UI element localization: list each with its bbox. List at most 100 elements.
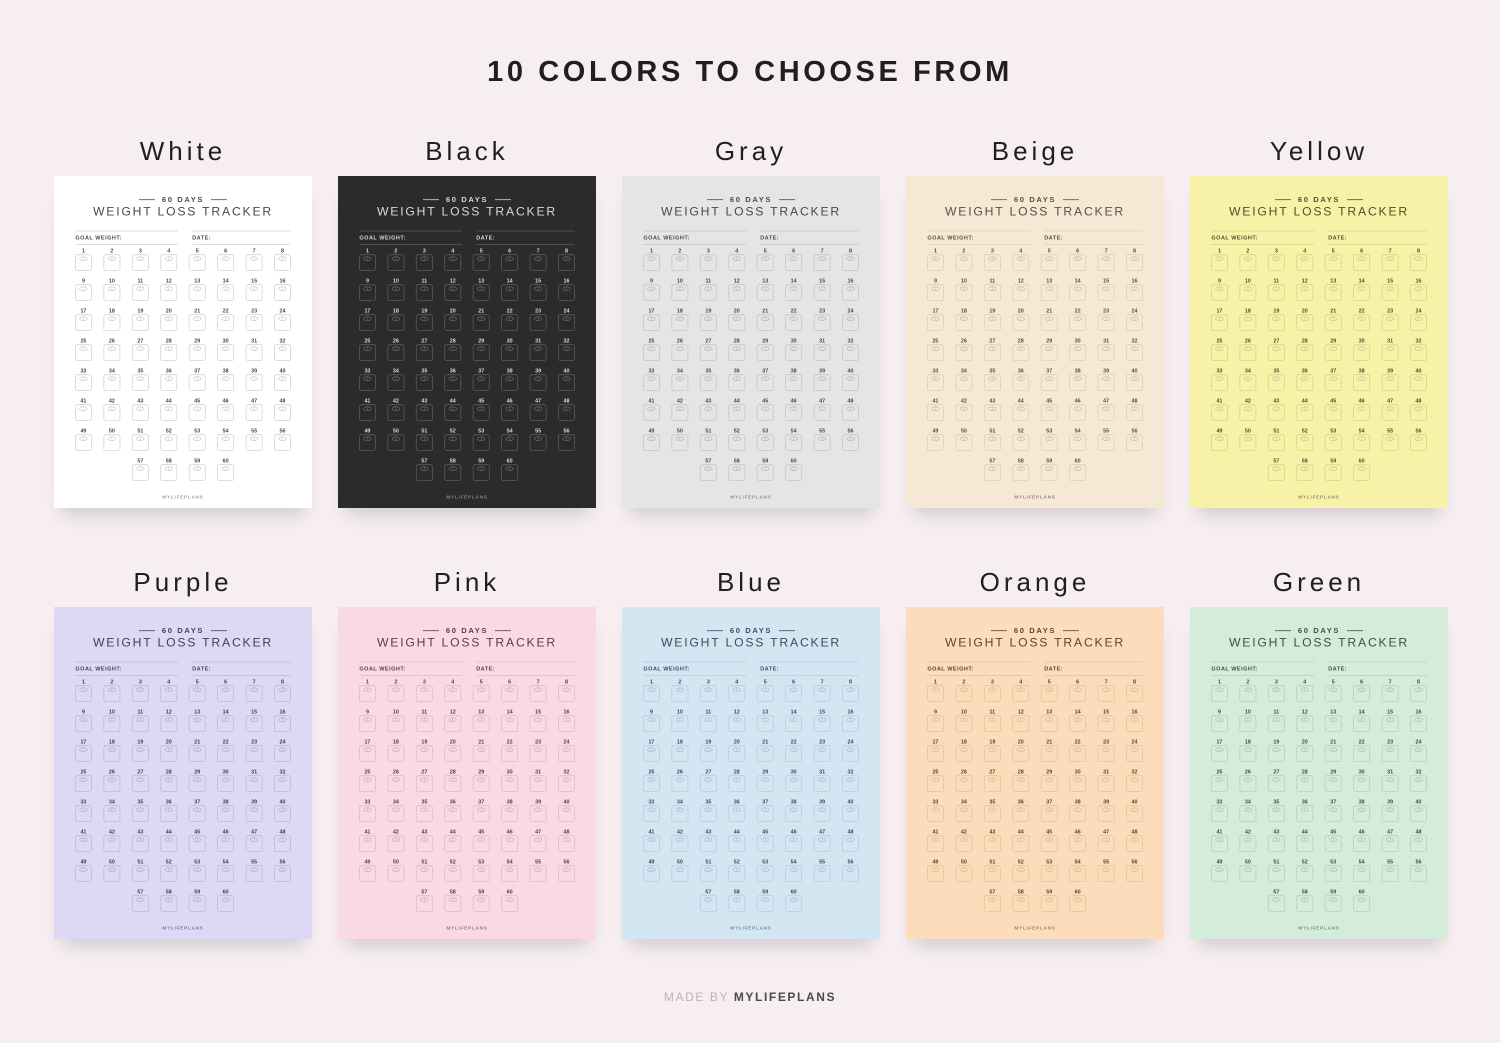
svg-text:50: 50 <box>677 860 683 866</box>
svg-text:39: 39 <box>1387 369 1393 375</box>
svg-text:8: 8 <box>565 680 568 686</box>
svg-text:11: 11 <box>1273 279 1279 285</box>
svg-text:15: 15 <box>1387 710 1393 716</box>
svg-text:21: 21 <box>1046 740 1052 746</box>
svg-text:29: 29 <box>194 339 200 345</box>
svg-text:6: 6 <box>792 249 795 255</box>
svg-text:2: 2 <box>678 249 681 255</box>
svg-text:57: 57 <box>705 890 711 896</box>
svg-text:58: 58 <box>1302 459 1308 465</box>
svg-text:12: 12 <box>1302 710 1308 716</box>
svg-text:36: 36 <box>1018 800 1024 806</box>
svg-text:60 DAYS: 60 DAYS <box>730 626 772 635</box>
svg-text:46: 46 <box>1075 399 1081 405</box>
svg-text:19: 19 <box>705 309 711 315</box>
svg-text:48: 48 <box>848 399 854 405</box>
svg-text:19: 19 <box>705 740 711 746</box>
svg-text:5: 5 <box>1048 249 1051 255</box>
svg-text:53: 53 <box>1330 860 1336 866</box>
svg-text:42: 42 <box>393 399 399 405</box>
svg-text:23: 23 <box>535 740 541 746</box>
svg-text:30: 30 <box>1359 770 1365 776</box>
svg-text:51: 51 <box>1273 429 1279 435</box>
svg-text:47: 47 <box>535 830 541 836</box>
svg-text:2: 2 <box>1246 249 1249 255</box>
svg-text:1: 1 <box>1218 680 1221 686</box>
svg-text:55: 55 <box>251 429 257 435</box>
svg-text:35: 35 <box>137 800 143 806</box>
svg-text:53: 53 <box>1046 429 1052 435</box>
svg-text:4: 4 <box>1303 680 1306 686</box>
svg-text:4: 4 <box>451 680 454 686</box>
svg-text:6: 6 <box>508 249 511 255</box>
svg-text:58: 58 <box>450 890 456 896</box>
svg-text:50: 50 <box>961 860 967 866</box>
svg-text:48: 48 <box>1416 830 1422 836</box>
svg-text:MYLIFEPLANS: MYLIFEPLANS <box>446 495 487 500</box>
svg-text:27: 27 <box>137 339 143 345</box>
svg-text:55: 55 <box>251 860 257 866</box>
svg-text:59: 59 <box>1330 459 1336 465</box>
svg-text:58: 58 <box>734 890 740 896</box>
svg-text:35: 35 <box>705 369 711 375</box>
svg-text:35: 35 <box>421 369 427 375</box>
svg-text:6: 6 <box>1360 680 1363 686</box>
svg-text:55: 55 <box>1387 429 1393 435</box>
svg-text:7: 7 <box>1105 249 1108 255</box>
svg-text:26: 26 <box>393 339 399 345</box>
svg-text:9: 9 <box>366 710 369 716</box>
svg-text:12: 12 <box>450 279 456 285</box>
svg-text:16: 16 <box>848 710 854 716</box>
svg-text:25: 25 <box>364 339 370 345</box>
svg-text:36: 36 <box>450 369 456 375</box>
svg-text:17: 17 <box>80 740 86 746</box>
svg-text:54: 54 <box>507 860 513 866</box>
svg-text:53: 53 <box>194 860 200 866</box>
svg-text:2: 2 <box>678 680 681 686</box>
svg-text:60: 60 <box>223 459 229 465</box>
svg-text:11: 11 <box>137 279 143 285</box>
svg-text:34: 34 <box>677 369 683 375</box>
svg-text:8: 8 <box>849 249 852 255</box>
svg-text:7: 7 <box>253 680 256 686</box>
svg-text:22: 22 <box>1359 740 1365 746</box>
svg-text:31: 31 <box>1103 339 1109 345</box>
svg-text:32: 32 <box>280 339 286 345</box>
svg-text:19: 19 <box>421 740 427 746</box>
svg-text:47: 47 <box>251 399 257 405</box>
svg-text:38: 38 <box>223 800 229 806</box>
svg-text:41: 41 <box>80 830 86 836</box>
svg-text:42: 42 <box>677 399 683 405</box>
svg-text:10: 10 <box>677 279 683 285</box>
svg-text:30: 30 <box>791 770 797 776</box>
svg-text:45: 45 <box>762 830 768 836</box>
svg-text:58: 58 <box>1018 890 1024 896</box>
svg-text:59: 59 <box>194 890 200 896</box>
svg-text:36: 36 <box>734 800 740 806</box>
svg-text:39: 39 <box>251 369 257 375</box>
svg-text:4: 4 <box>1019 249 1022 255</box>
svg-text:27: 27 <box>705 339 711 345</box>
svg-text:59: 59 <box>1046 459 1052 465</box>
svg-text:58: 58 <box>450 459 456 465</box>
svg-text:14: 14 <box>223 710 229 716</box>
svg-text:4: 4 <box>167 249 170 255</box>
svg-text:7: 7 <box>1105 680 1108 686</box>
svg-text:37: 37 <box>478 800 484 806</box>
svg-text:53: 53 <box>194 429 200 435</box>
svg-text:15: 15 <box>251 279 257 285</box>
svg-text:32: 32 <box>1416 339 1422 345</box>
svg-text:30: 30 <box>223 339 229 345</box>
svg-text:22: 22 <box>1359 309 1365 315</box>
svg-text:59: 59 <box>762 459 768 465</box>
svg-text:26: 26 <box>677 770 683 776</box>
svg-text:10: 10 <box>393 279 399 285</box>
svg-text:46: 46 <box>791 399 797 405</box>
svg-text:28: 28 <box>450 339 456 345</box>
svg-text:26: 26 <box>393 770 399 776</box>
svg-text:33: 33 <box>1216 800 1222 806</box>
svg-text:24: 24 <box>280 309 286 315</box>
svg-text:13: 13 <box>478 710 484 716</box>
svg-text:53: 53 <box>762 860 768 866</box>
svg-text:32: 32 <box>280 770 286 776</box>
